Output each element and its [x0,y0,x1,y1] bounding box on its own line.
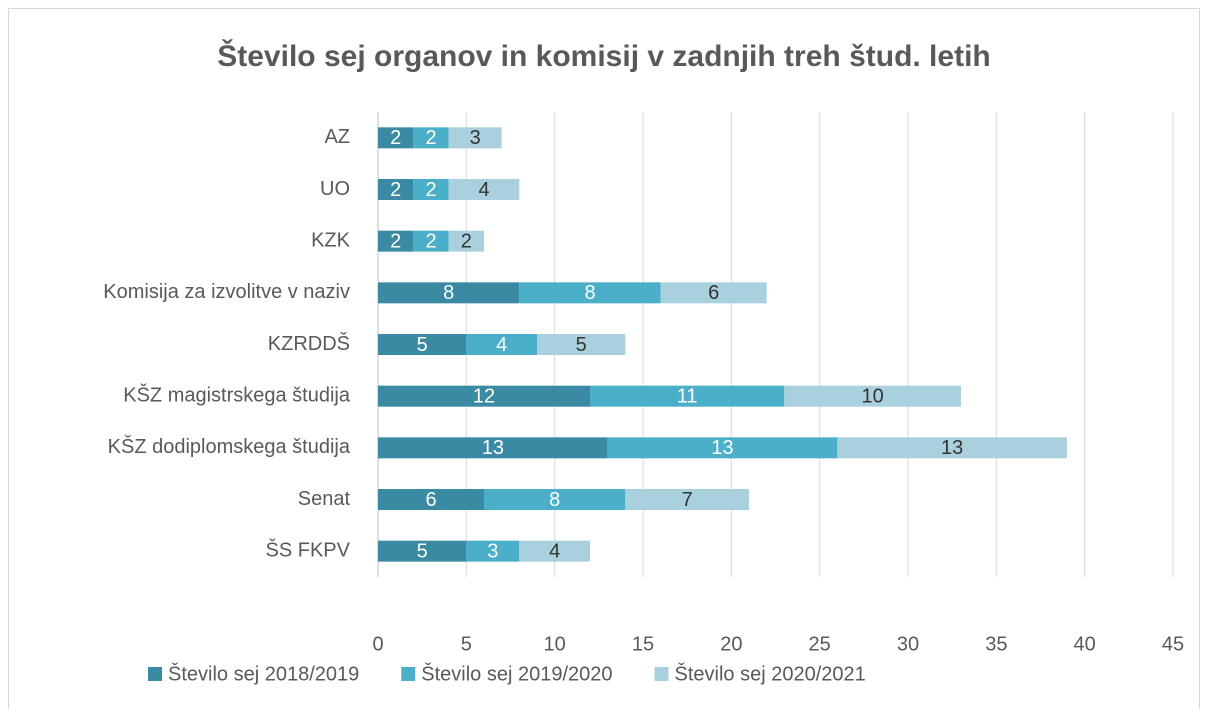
data-label: 2 [390,230,401,252]
y-tick-label: KŠZ dodiplomskega študija [108,435,351,458]
x-tick-label: 45 [1162,633,1184,655]
data-label: 5 [417,334,428,356]
data-label: 6 [425,489,436,511]
y-tick-label: KŠZ magistrskega študija [123,383,351,406]
data-label: 7 [682,489,693,511]
y-tick-label: Komisija za izvolitve v naziv [103,281,350,303]
data-label: 8 [584,282,595,304]
data-label: 2 [425,230,436,252]
data-label: 13 [482,437,504,459]
bar [378,540,467,562]
chart-title: Število sej organov in komisij v zadnjih… [217,39,990,73]
bar [378,230,414,252]
chart-border [8,8,1200,714]
legend-label: Število sej 2018/2019 [168,662,359,685]
data-label: 5 [576,334,587,356]
y-tick-label: AZ [324,126,350,148]
bar [519,540,590,562]
data-label: 8 [549,489,560,511]
x-tick-label: 10 [544,633,566,655]
data-label: 13 [941,437,963,459]
data-label: 4 [549,540,560,562]
x-tick-label: 5 [461,633,472,655]
data-label: 2 [461,230,472,252]
y-tick-label: KZK [311,229,351,251]
x-tick-label: 15 [632,633,654,655]
legend-swatch [148,667,162,681]
bar [519,282,661,304]
y-tick-label: KZRDDŠ [268,332,350,355]
bar [448,230,484,252]
legend-swatch [654,667,669,681]
y-tick-label: ŠS FKPV [266,538,351,561]
bar [413,127,449,149]
y-tick-label: UO [320,178,350,200]
bar [537,334,626,355]
data-label: 10 [862,385,884,407]
x-tick-label: 30 [897,633,919,655]
bar [784,385,961,407]
bar [448,127,502,149]
bar [590,385,785,407]
legend-label: Število sej 2020/2021 [675,662,866,685]
y-tick-label: Senat [298,488,351,510]
bar [466,334,537,355]
legend-label: Število sej 2019/2020 [421,662,612,685]
bar [378,437,608,459]
data-label: 2 [425,179,436,201]
bar [660,282,767,304]
bar [625,489,749,510]
bar [378,385,590,407]
data-label: 11 [677,385,698,407]
data-label: 4 [496,334,507,356]
legend-swatch [401,667,416,681]
data-label: 3 [487,540,498,562]
bar [448,179,520,200]
x-tick-label: 25 [809,633,831,655]
data-label: 3 [470,127,481,149]
data-label: 2 [390,179,401,201]
data-label: 6 [708,282,719,304]
bar [413,230,449,252]
bar [378,334,467,355]
x-tick-label: 20 [720,633,742,655]
bar [378,282,520,304]
x-tick-label: 0 [372,633,383,655]
data-label: 13 [711,437,733,459]
data-label: 4 [478,179,489,201]
bar [484,489,626,510]
bar [607,437,838,459]
data-label: 2 [425,127,436,149]
bar [413,179,449,200]
bar [837,437,1067,459]
x-tick-label: 40 [1074,633,1096,655]
data-label: 5 [417,540,428,562]
data-label: 12 [473,385,495,407]
data-label: 2 [390,127,401,149]
bar [378,489,484,510]
data-label: 8 [443,282,454,304]
bar [378,127,414,149]
bar [378,179,414,200]
bar [466,540,520,562]
x-tick-label: 35 [985,633,1007,655]
